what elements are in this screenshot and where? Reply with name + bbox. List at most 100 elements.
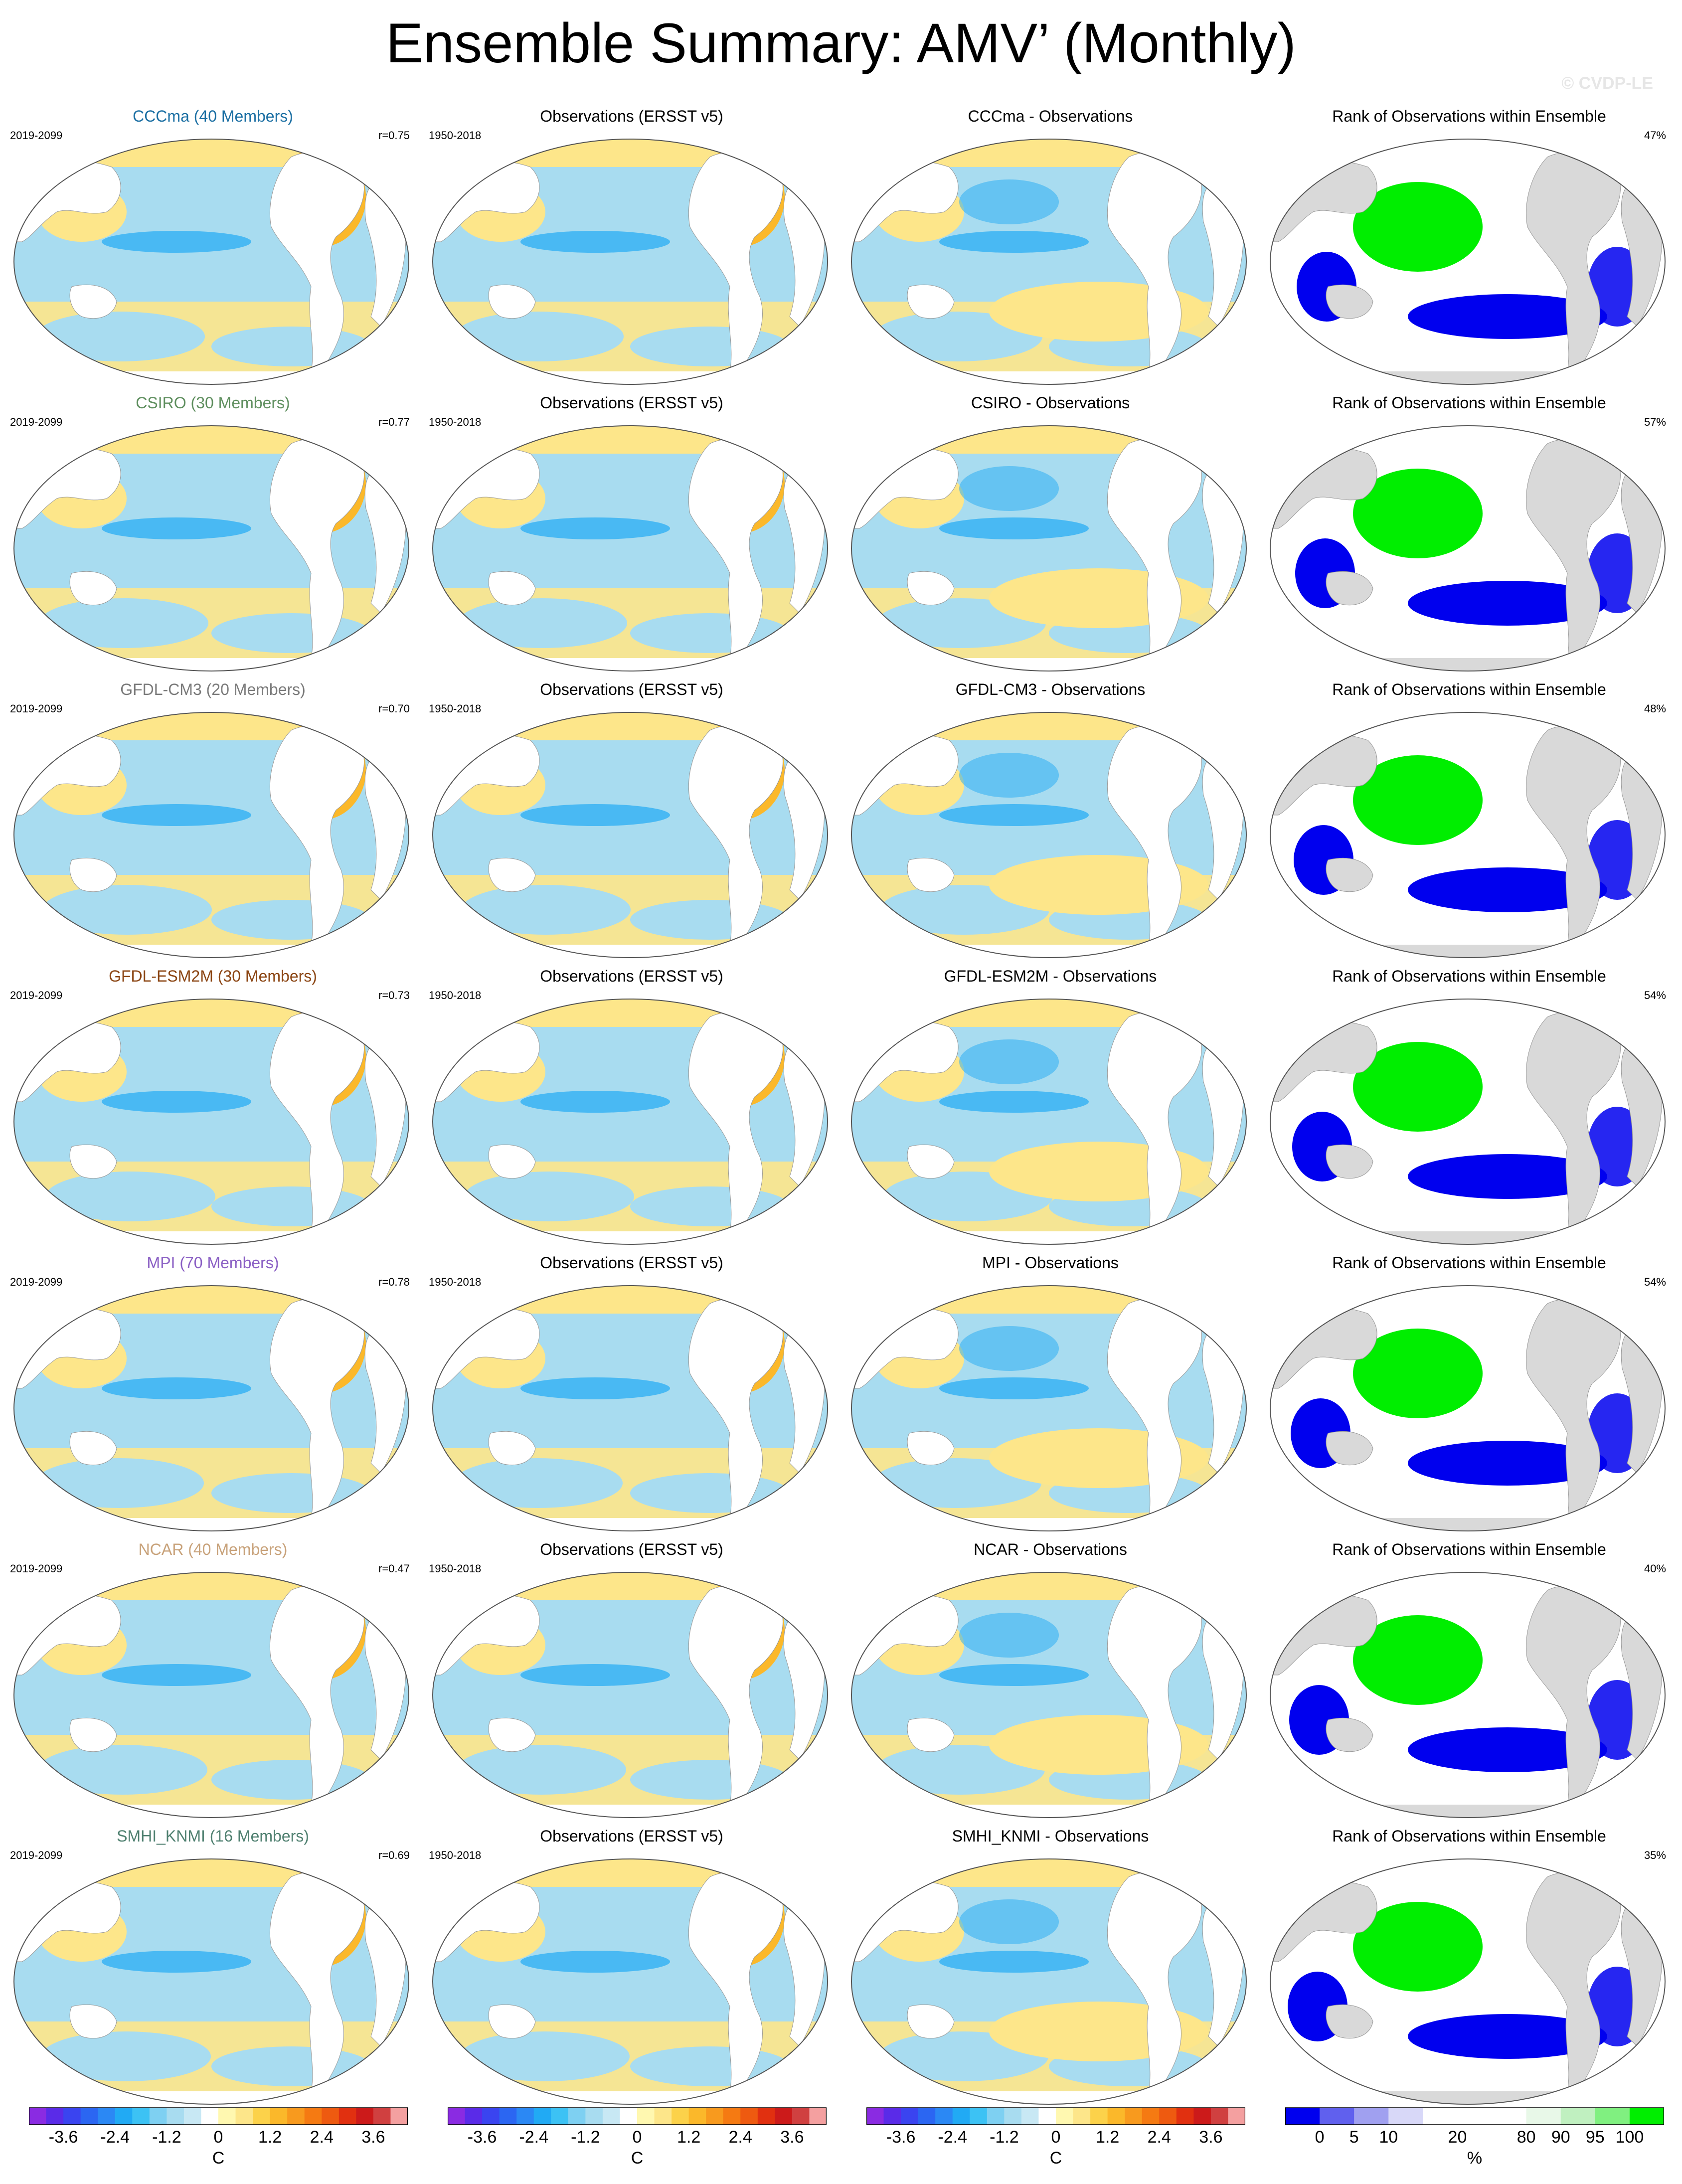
colorbar-swatch	[620, 2108, 638, 2125]
diff-panel-5: MPI - Observations	[843, 1254, 1257, 1533]
period-label: 2019-2099	[10, 1562, 63, 1575]
model-map	[13, 1285, 409, 1531]
obs-panel-3: Observations (ERSST v5) 1950-2018	[425, 680, 839, 960]
rank-map	[1270, 139, 1666, 385]
pattern-correlation: r=0.70	[378, 702, 410, 715]
obs-panel-6: Observations (ERSST v5) 1950-2018	[425, 1540, 839, 1820]
model-map	[13, 999, 409, 1245]
colorbar-tick-label: 3.6	[1199, 2128, 1222, 2147]
colorbar-swatch	[757, 2108, 775, 2125]
colorbar-swatch	[1320, 2108, 1354, 2125]
colorbar-unit: %	[1467, 2149, 1482, 2168]
obs-panel-2: Observations (ERSST v5) 1950-2018	[425, 394, 839, 673]
colorbar-swatch	[1107, 2108, 1125, 2125]
colorbar-swatch	[448, 2108, 466, 2125]
colorbar-svg: -3.6 -2.4 -1.2 0 1.2 2.4 3.6 C	[29, 2107, 408, 2168]
pattern-correlation: r=0.47	[378, 1562, 410, 1575]
colorbar-swatch	[809, 2108, 827, 2125]
rank-percent: 35%	[1644, 1849, 1666, 1861]
colorbar-tick-label: -2.4	[100, 2128, 130, 2147]
colorbar-swatch	[465, 2108, 483, 2125]
colorbar-swatch	[918, 2108, 936, 2125]
colorbar-tick-label: 95	[1586, 2128, 1605, 2147]
rank-panel-3: Rank of Observations within Ensemble 48%	[1262, 680, 1676, 960]
colorbar-tick-label: 0	[1051, 2128, 1061, 2147]
colorbar-tick-label: 1.2	[258, 2128, 282, 2147]
rank-map	[1270, 1572, 1666, 1818]
colorbar-tick-label: 20	[1448, 2128, 1467, 2147]
diff-panel-4: GFDL-ESM2M - Observations	[843, 967, 1257, 1246]
colorbar-tick-label: -1.2	[990, 2128, 1019, 2147]
obs-panel-4: Observations (ERSST v5) 1950-2018	[425, 967, 839, 1246]
period-label: 2019-2099	[10, 129, 63, 142]
panel-title: Observations (ERSST v5)	[540, 107, 723, 125]
model-panel-3: GFDL-CM3 (20 Members) 2019-2099 r=0.70	[6, 680, 420, 960]
rank-panel-1: Rank of Observations within Ensemble 47%	[1262, 107, 1676, 386]
period-label: 1950-2018	[429, 1276, 482, 1288]
panel-title: GFDL-CM3 - Observations	[955, 680, 1146, 698]
diff-panel-2: CSIRO - Observations	[843, 394, 1257, 673]
model-map	[13, 712, 409, 958]
period-label: 1950-2018	[429, 1562, 482, 1575]
colorbar-unit: C	[212, 2149, 225, 2168]
colorbar-swatch	[1629, 2108, 1664, 2125]
rank-percent: 40%	[1644, 1562, 1666, 1575]
colorbar-unit: C	[1050, 2149, 1062, 2168]
diff-map	[851, 999, 1247, 1245]
colorbar-tick-label: -3.6	[49, 2128, 78, 2147]
colorbar-tick-label: 1.2	[677, 2128, 700, 2147]
colorbar-swatch	[1560, 2108, 1596, 2125]
colorbar-swatch	[688, 2108, 706, 2125]
colorbar-swatch	[723, 2108, 741, 2125]
panel-title: Observations (ERSST v5)	[540, 1827, 723, 1845]
panel-title: Observations (ERSST v5)	[540, 680, 723, 698]
model-map	[13, 139, 409, 385]
colorbar-swatch	[952, 2108, 970, 2125]
colorbar-swatch	[1285, 2108, 1320, 2125]
colorbar-swatch	[551, 2108, 569, 2125]
panel-title: Observations (ERSST v5)	[540, 967, 723, 985]
obs-map	[432, 1572, 828, 1818]
colorbar-swatch	[792, 2108, 810, 2125]
diff-panel-1: CCCma - Observations	[843, 107, 1257, 386]
colorbar-svg: 0 5 10 20 80 90 95 100%	[1285, 2107, 1664, 2168]
colorbar-swatch	[1492, 2108, 1527, 2125]
colorbar-swatch	[304, 2108, 322, 2125]
rank-percent: 48%	[1644, 702, 1666, 715]
diff-map	[851, 712, 1247, 958]
colorbar-tick-label: 2.4	[310, 2128, 334, 2147]
colorbar-tick-label: 1.2	[1096, 2128, 1119, 2147]
colorbar-swatch	[1457, 2108, 1493, 2125]
colorbar-swatch	[338, 2108, 356, 2125]
rank-map	[1270, 1858, 1666, 2105]
colorbar-swatch	[29, 2108, 47, 2125]
model-map	[13, 1858, 409, 2105]
colorbar-swatch	[901, 2108, 919, 2125]
obs-map	[432, 1858, 828, 2105]
colorbar-swatch	[970, 2108, 988, 2125]
model-panel-4: GFDL-ESM2M (30 Members) 2019-2099 r=0.73	[6, 967, 420, 1246]
colorbar-swatch	[373, 2108, 391, 2125]
colorbar-tick-label: 3.6	[780, 2128, 804, 2147]
colorbar-tick-label: -2.4	[519, 2128, 548, 2147]
panel-title: Rank of Observations within Ensemble	[1332, 1540, 1606, 1558]
panel-title: GFDL-ESM2M (30 Members)	[109, 967, 317, 985]
colorbar-swatch	[602, 2108, 620, 2125]
colorbar-swatch	[270, 2108, 288, 2125]
colorbar-swatch	[1423, 2108, 1458, 2125]
diff-panel-7: SMHI_KNMI - Observations	[843, 1827, 1257, 2106]
colorbar-swatch	[1595, 2108, 1630, 2125]
rank-panel-7: Rank of Observations within Ensemble 35%	[1262, 1827, 1676, 2106]
period-label: 2019-2099	[10, 1276, 63, 1288]
colorbar-tick-label: 2.4	[729, 2128, 752, 2147]
colorbar-swatch	[46, 2108, 64, 2125]
colorbar-swatch	[1228, 2108, 1245, 2125]
rank-panel-2: Rank of Observations within Ensemble 57%	[1262, 394, 1676, 673]
obs-panel-1: Observations (ERSST v5) 1950-2018	[425, 107, 839, 386]
colorbar-tick-label: 0	[633, 2128, 642, 2147]
colorbar-tick-label: 0	[1315, 2128, 1325, 2147]
colorbar-swatch	[482, 2108, 500, 2125]
colorbar-swatch	[390, 2108, 408, 2125]
page-title: Ensemble Summary: AMV’ (Monthly)	[386, 12, 1296, 74]
rank-panel-6: Rank of Observations within Ensemble 40%	[1262, 1540, 1676, 1820]
